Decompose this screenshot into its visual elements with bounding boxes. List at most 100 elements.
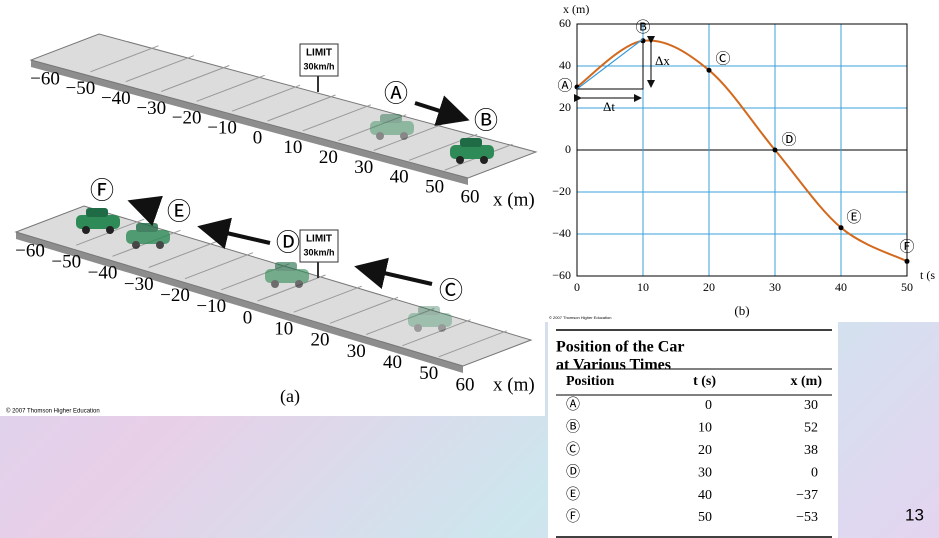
- x-tick-label: 10: [637, 280, 649, 294]
- table-cell: Ⓕ: [566, 509, 580, 525]
- table-header: t (s): [693, 374, 716, 389]
- point-label: Ⓔ: [846, 209, 861, 226]
- road-divider: [257, 274, 326, 302]
- table-cell: 0: [705, 398, 712, 413]
- caption: (b): [734, 303, 749, 318]
- y-tick-label: −60: [552, 268, 571, 282]
- axis-label: x (m): [493, 189, 535, 210]
- data-point: [838, 225, 844, 231]
- y-tick-label: 0: [565, 142, 571, 156]
- y-tick-label: −40: [552, 226, 571, 240]
- road-label: 40: [383, 352, 402, 373]
- y-tick-label: −20: [552, 184, 571, 198]
- position-marker: Ⓐ: [384, 81, 408, 108]
- x-tick-label: 0: [574, 280, 580, 294]
- credit: © 2007 Thomson Higher Education: [549, 315, 611, 320]
- page-number: 13: [905, 505, 924, 524]
- road-side: [31, 60, 468, 185]
- sign: LIMIT 30km/h: [299, 43, 339, 92]
- road-label: −60: [15, 240, 45, 261]
- x-axis-label: t (s: [920, 268, 935, 282]
- table-cell: −53: [796, 510, 818, 525]
- road-label: −50: [66, 78, 96, 99]
- road-label: −10: [196, 296, 226, 317]
- point-label: Ⓒ: [715, 51, 730, 68]
- data-point: [772, 147, 778, 153]
- road-label: 20: [319, 147, 338, 168]
- road-side: [16, 232, 463, 373]
- point-label: Ⓕ: [899, 239, 914, 256]
- table-title: at Various Times: [556, 357, 671, 374]
- chart: −60 −40 −20 0 20 40 60 0 10 20 30 40 50 x (m) t (s Ⓐ Ⓑ Ⓒ Ⓓ…: [552, 2, 935, 294]
- axis-label: x (m): [493, 374, 535, 395]
- point-label: Ⓐ: [557, 77, 572, 94]
- table-cell: Ⓒ: [566, 442, 580, 458]
- point-label: Ⓓ: [781, 131, 796, 148]
- road-label: −20: [160, 285, 190, 306]
- road-divider: [373, 124, 442, 151]
- road-label: −20: [172, 108, 202, 129]
- table-cell: Ⓔ: [566, 487, 580, 503]
- sign: LIMIT 30km/h: [299, 229, 339, 278]
- arrow: [197, 217, 271, 249]
- annotation: Δt: [603, 99, 615, 114]
- y-axis-label: x (m): [563, 2, 589, 16]
- position-marker: Ⓔ: [167, 199, 191, 226]
- table-cell: 38: [804, 443, 818, 458]
- table-header: Position: [566, 374, 614, 389]
- sign-text: 30km/h: [303, 247, 334, 257]
- arrow: [414, 95, 470, 126]
- point-label: Ⓑ: [635, 19, 650, 36]
- roads: −60 −50 −40 −30 −20 −10 0 10 20 30 40 50 60−60−50−40…: [14, 33, 538, 395]
- table-cell: 52: [804, 421, 818, 436]
- road-label: −40: [88, 263, 118, 284]
- road-label: −40: [101, 88, 131, 109]
- sign-text: LIMIT: [306, 48, 332, 59]
- figure-b-panel: [545, 0, 939, 322]
- table-cell: 20: [698, 443, 712, 458]
- table: Position t (s) x (m) Ⓐ 0 30 Ⓑ 10 52 Ⓒ 20 38 Ⓓ 30 0 Ⓔ 40 −…: [556, 368, 832, 525]
- road-label: −30: [136, 98, 166, 119]
- table-panel: [548, 322, 838, 538]
- road-label: 30: [354, 157, 373, 178]
- road-label: 20: [311, 330, 330, 351]
- position-marker: Ⓑ: [474, 108, 498, 135]
- road-divider: [402, 319, 471, 347]
- x-tick-label: 40: [835, 280, 847, 294]
- annotation: Δx: [655, 53, 670, 68]
- triangle: [577, 39, 644, 90]
- road-divider: [302, 104, 372, 132]
- position-marker: Ⓕ: [90, 178, 114, 205]
- x-tick-label: 30: [769, 280, 781, 294]
- table-cell: 30: [804, 398, 818, 413]
- road-label: 10: [274, 319, 293, 340]
- road-label: 60: [461, 186, 480, 207]
- road-label: −60: [30, 68, 60, 89]
- y-tick-label: 60: [559, 16, 571, 30]
- road-label: −50: [51, 252, 81, 273]
- table-cell: Ⓑ: [566, 420, 580, 436]
- data-point: [706, 67, 712, 73]
- table-title: Position of the Car: [556, 339, 684, 356]
- position-marker: Ⓒ: [439, 278, 463, 305]
- plot-frame: [576, 23, 908, 277]
- road-label: 30: [347, 341, 366, 362]
- sign-text: LIMIT: [306, 234, 332, 245]
- y-tick-label: 20: [559, 100, 571, 114]
- road-label: 40: [390, 167, 409, 188]
- table-cell: 40: [698, 488, 712, 503]
- road-divider: [267, 94, 336, 122]
- tangent-line: [576, 38, 644, 90]
- road-divider: [125, 55, 195, 83]
- road-label: 0: [243, 307, 253, 328]
- table-header: x (m): [791, 374, 823, 389]
- road-divider: [90, 45, 159, 73]
- table-cell: −37: [796, 488, 818, 503]
- credit: © 2007 Thomson Higher Education: [6, 408, 100, 415]
- road-divider: [438, 330, 507, 358]
- road-label: −10: [207, 118, 237, 139]
- road-label: 50: [419, 363, 438, 384]
- road-label: 10: [283, 137, 302, 158]
- road-label: 0: [253, 127, 263, 148]
